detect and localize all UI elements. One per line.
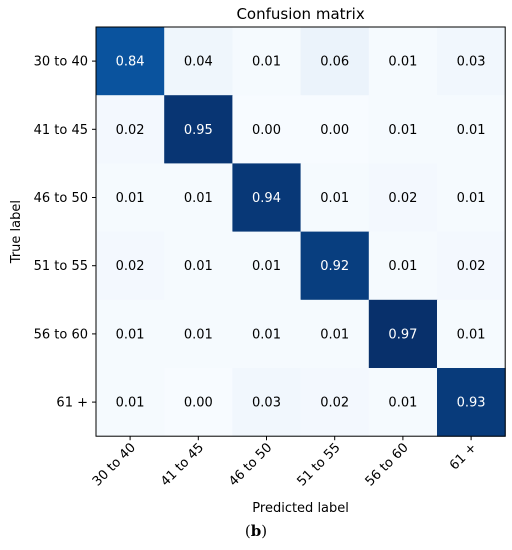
cell-value-r1-c4: 0.01 xyxy=(388,123,417,138)
cell-value-r1-c3: 0.00 xyxy=(320,123,349,138)
cell-value-r1-c1: 0.95 xyxy=(184,123,213,138)
cell-value-r3-c3: 0.92 xyxy=(320,259,349,274)
cell-value-r5-c4: 0.01 xyxy=(388,396,417,411)
cell-value-r5-c2: 0.03 xyxy=(252,396,281,411)
y-axis-ticks: 30 to 40 41 to 45 46 to 50 51 to 55 56 to 60… xyxy=(34,55,96,411)
cell-value-r2-c4: 0.02 xyxy=(388,191,417,206)
y-tick-label-5: 61 + xyxy=(56,396,88,411)
heatmap-cell-r1-c2 xyxy=(232,95,302,164)
cell-value-r1-c2: 0.00 xyxy=(252,123,281,138)
x-tick-label-2: 46 to 50 xyxy=(226,440,275,489)
cell-value-r4-c3: 0.01 xyxy=(320,327,349,342)
cell-value-r4-c2: 0.01 xyxy=(252,327,281,342)
cell-value-r0-c0: 0.84 xyxy=(116,55,145,70)
heatmap-cell-r5-c2 xyxy=(232,368,302,437)
figure-caption: (b) xyxy=(0,522,512,540)
heatmap-cell-r1-c4 xyxy=(368,95,438,164)
y-tick-label-0: 30 to 40 xyxy=(34,55,88,70)
caption-open: ( xyxy=(244,522,251,540)
heatmap-cell-r3-c4 xyxy=(368,231,438,301)
heatmap-cell-r2-c5 xyxy=(437,163,506,233)
plot-frame xyxy=(95,26,506,437)
cell-value-r5-c3: 0.02 xyxy=(320,396,349,411)
x-tick-label-4: 56 to 60 xyxy=(363,440,412,489)
heatmap-cell-r1-c5 xyxy=(437,95,506,164)
heatmap-cells xyxy=(96,27,506,437)
cell-value-r2-c3: 0.01 xyxy=(320,191,349,206)
heatmap-cell-r0-c3 xyxy=(300,27,370,96)
heatmap-cell-r5-c4 xyxy=(368,368,438,437)
heatmap-cell-r5-c3 xyxy=(300,368,370,437)
cell-value-r0-c5: 0.03 xyxy=(457,55,486,70)
cell-value-r0-c1: 0.04 xyxy=(184,55,213,70)
cell-value-r1-c0: 0.02 xyxy=(116,123,145,138)
cell-value-r2-c2: 0.94 xyxy=(252,191,281,206)
cell-value-r3-c1: 0.01 xyxy=(184,259,213,274)
heatmap-cell-r3-c3 xyxy=(300,231,370,301)
heatmap-cell-r4-c5 xyxy=(437,299,506,369)
heatmap-cell-r2-c1 xyxy=(164,163,233,233)
cell-value-r4-c5: 0.01 xyxy=(457,327,486,342)
cell-value-r5-c0: 0.01 xyxy=(116,396,145,411)
y-tick-label-3: 51 to 55 xyxy=(34,259,88,274)
cell-value-r2-c5: 0.01 xyxy=(457,191,486,206)
heatmap-cell-r3-c5 xyxy=(437,231,506,301)
heatmap-cell-r0-c1 xyxy=(164,27,233,96)
cell-value-r1-c5: 0.01 xyxy=(457,123,486,138)
x-tick-label-3: 51 to 55 xyxy=(294,440,343,489)
x-tick-label-0: 30 to 40 xyxy=(90,440,139,489)
heatmap-cell-r2-c4 xyxy=(368,163,438,233)
cell-value-r3-c0: 0.02 xyxy=(116,259,145,274)
heatmap-cell-r0-c2 xyxy=(232,27,302,96)
heatmap-cell-r3-c1 xyxy=(164,231,233,301)
cell-value-r2-c1: 0.01 xyxy=(184,191,213,206)
heatmap-cell-r5-c1 xyxy=(164,368,233,437)
cell-value-r4-c0: 0.01 xyxy=(116,327,145,342)
x-tick-label-1: 41 to 45 xyxy=(158,440,207,489)
heatmap-cell-r0-c0 xyxy=(96,27,165,96)
heatmap-cell-r4-c3 xyxy=(300,299,370,369)
heatmap-cell-r0-c5 xyxy=(437,27,506,96)
caption-close: ) xyxy=(261,522,268,540)
heatmap-cell-r4-c1 xyxy=(164,299,233,369)
cell-value-r4-c4: 0.97 xyxy=(388,327,417,342)
cell-value-r0-c4: 0.01 xyxy=(388,55,417,70)
heatmap-cell-r5-c5 xyxy=(437,368,506,437)
heatmap-cell-labels: 0.84 0.04 0.01 0.06 0.01 0.03 0.02 0.95 0.00 0.00… xyxy=(116,55,486,411)
cell-value-r5-c5: 0.93 xyxy=(457,396,486,411)
cell-value-r4-c1: 0.01 xyxy=(184,327,213,342)
cell-value-r3-c4: 0.01 xyxy=(388,259,417,274)
heatmap-cell-r1-c3 xyxy=(300,95,370,164)
heatmap-cell-r2-c0 xyxy=(96,163,165,233)
x-tick-label-5: 61 + xyxy=(447,440,480,473)
caption-letter: b xyxy=(250,522,262,540)
heatmap-cell-r0-c4 xyxy=(368,27,438,96)
cell-value-r0-c2: 0.01 xyxy=(252,55,281,70)
heatmap-cell-r4-c0 xyxy=(96,299,165,369)
heatmap-cell-r5-c0 xyxy=(96,368,165,437)
heatmap-cell-r3-c0 xyxy=(96,231,165,301)
heatmap-cell-r2-c3 xyxy=(300,163,370,233)
x-axis-ticks: 30 to 40 41 to 45 46 to 50 51 to 55 56 to 60… xyxy=(90,436,480,489)
cell-value-r3-c5: 0.02 xyxy=(457,259,486,274)
chart-title: Confusion matrix xyxy=(236,5,364,23)
cell-value-r5-c1: 0.00 xyxy=(184,396,213,411)
cell-value-r0-c3: 0.06 xyxy=(320,55,349,70)
heatmap-cell-r1-c0 xyxy=(96,95,165,164)
heatmap-cell-r4-c2 xyxy=(232,299,302,369)
heatmap-cell-r2-c2 xyxy=(232,163,302,233)
heatmap-cell-r3-c2 xyxy=(232,231,302,301)
y-tick-label-2: 46 to 50 xyxy=(34,191,88,206)
heatmap-cell-r1-c1 xyxy=(164,95,233,164)
y-tick-label-1: 41 to 45 xyxy=(34,123,88,138)
y-tick-label-4: 56 to 60 xyxy=(34,327,88,342)
x-axis-label: Predicted label xyxy=(252,501,349,516)
cell-value-r2-c0: 0.01 xyxy=(116,191,145,206)
heatmap-cell-r4-c4 xyxy=(368,299,438,369)
y-axis-label: True label xyxy=(9,200,24,264)
cell-value-r3-c2: 0.01 xyxy=(252,259,281,274)
